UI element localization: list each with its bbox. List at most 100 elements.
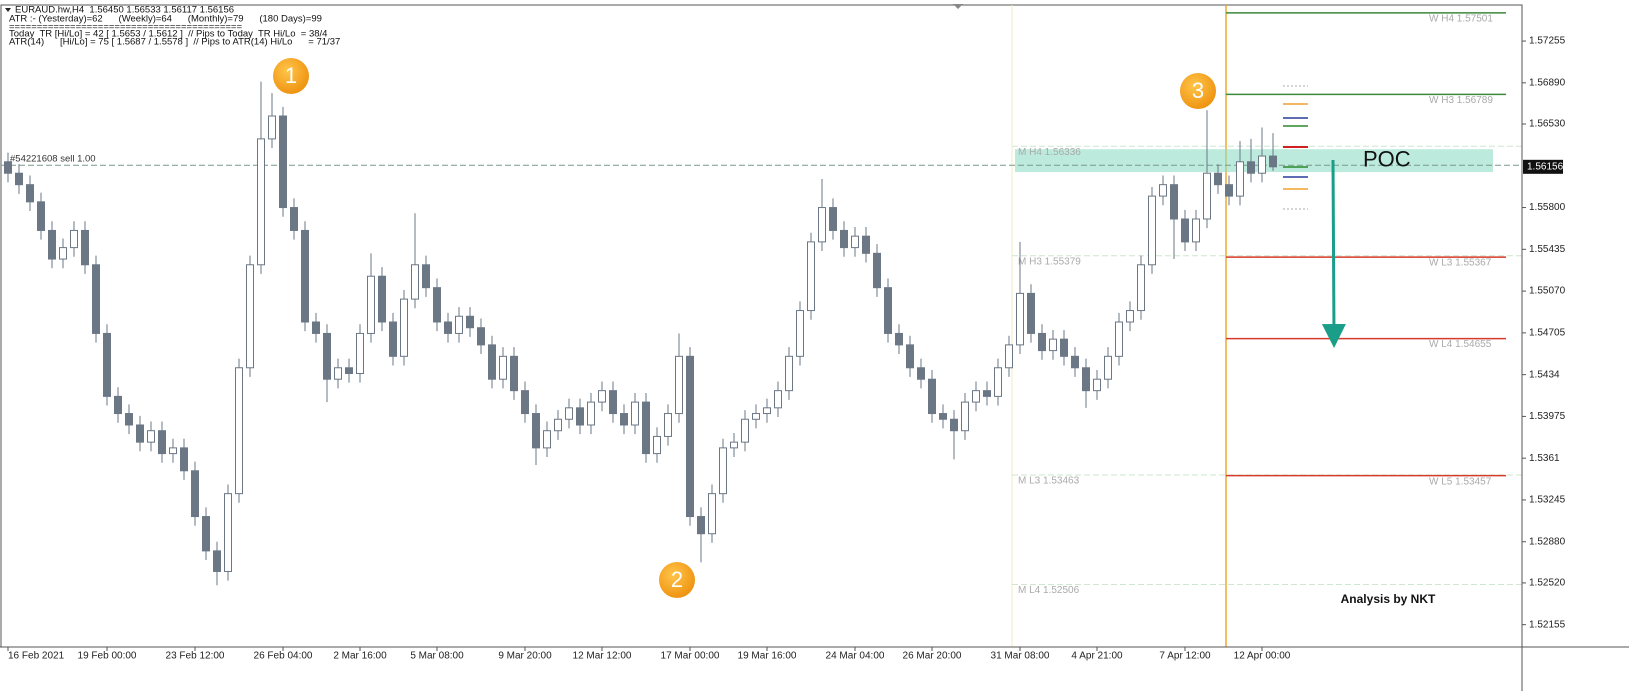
candle-body [92,264,100,334]
x-tick-label: 23 Feb 12:00 [166,651,225,662]
candle-body [1082,367,1090,392]
y-tick-label: 1.56890 [1529,77,1566,88]
candle-body [576,407,584,426]
candle-body [895,332,903,346]
header-line: Today TR [Hi/Lo] = 42 [ 1.5653 / 1.5612 … [9,29,327,40]
marker-label: 1 [285,63,297,88]
candle-body [1214,172,1222,186]
y-tick-label: 1.52155 [1529,619,1566,630]
header-line: ========================================… [9,22,242,33]
candle-body [213,550,221,572]
candle-body [499,355,507,380]
candle-body [719,447,727,495]
candle-body [763,407,771,415]
candle-body [48,229,56,260]
candle-body [180,447,188,472]
candle-body [59,247,67,260]
candle-body [840,229,848,249]
x-tick-label: 17 Mar 00:00 [661,651,720,662]
candle-body [147,430,155,443]
candle-body [345,367,353,374]
candle-body [389,321,397,357]
candle-body [1016,292,1024,346]
candle-body [411,264,419,300]
candle-body [191,470,199,518]
candle-body [631,401,639,426]
candle-body [1236,161,1244,197]
monthly-level-label: M H3 1.55379 [1018,256,1081,267]
candle-body [851,235,859,249]
candle-body [1192,218,1200,243]
header-line: ATR :- (Yesterday)=62 (Weekly)=64 (Month… [9,14,322,25]
candle-body [323,332,331,380]
candle-body [1104,355,1112,380]
candle-body [202,516,210,552]
y-tick-label: 1.54705 [1529,328,1566,339]
candle-body [928,378,936,415]
order-label: #54221608 sell 1.00 [10,154,96,165]
candle-body [598,390,606,403]
candle-body [257,138,265,266]
candle-body [543,430,551,449]
candle-body [81,229,89,266]
x-tick-label: 19 Feb 00:00 [78,651,137,662]
candle-body [1093,378,1101,392]
candle-body [653,435,661,455]
poc-label: POC [1363,146,1411,171]
candle-body [301,229,309,323]
candle-body [565,407,573,420]
candle-body [400,298,408,357]
candle-body [587,401,595,426]
last-price-tag [1523,159,1563,174]
y-tick-label: 1.55800 [1529,202,1566,213]
candle-body [169,447,177,455]
candle-body [455,315,463,334]
marker-circle [273,58,309,94]
marker-label: 2 [671,567,683,592]
candle-body [796,310,804,357]
candle-body [1258,155,1266,174]
levels: M H4 1.56336 M H3 1.55379 M L3 1.53463 M L4… [1,12,1522,596]
x-tick-label: 16 Feb 2021 [8,651,65,662]
y-tick-label: 1.55070 [1529,286,1566,297]
candle-body [477,327,485,346]
x-tick-label: 31 Mar 08:00 [991,651,1050,662]
candles [4,81,1277,586]
candle-body [532,413,540,449]
shift-marker [953,4,963,9]
candle-body [136,424,144,443]
candle-body [774,390,782,409]
candle-body [521,390,529,415]
candle-body [752,413,760,420]
candle-body [290,207,298,231]
candle-body [1060,338,1068,357]
candle-body [884,287,892,334]
candle-body [268,115,276,140]
candle-body [708,493,716,535]
candle-body [15,172,23,186]
candle-body [686,355,694,518]
x-tick-label: 19 Mar 16:00 [738,651,797,662]
x-tick-label: 2 Mar 16:00 [333,651,387,662]
candle-body [433,287,441,323]
x-tick-label: 26 Mar 20:00 [903,651,962,662]
x-tick-label: 7 Apr 12:00 [1159,651,1211,662]
candle-body [1027,292,1035,334]
candle-body [1247,161,1255,174]
candle-body [1269,155,1277,168]
candle-body [444,321,452,334]
candle-body [807,241,815,312]
candle-body [422,264,430,289]
candle-body [873,252,881,289]
x-tick-label: 12 Mar 12:00 [573,651,632,662]
marker-circle [659,562,695,598]
candle-body [642,401,650,455]
candle-body [697,516,705,535]
candle-body [950,418,958,432]
candle-body [609,390,617,415]
candle-body [334,367,342,380]
candle-body [1038,332,1046,352]
candle-body [158,430,166,455]
